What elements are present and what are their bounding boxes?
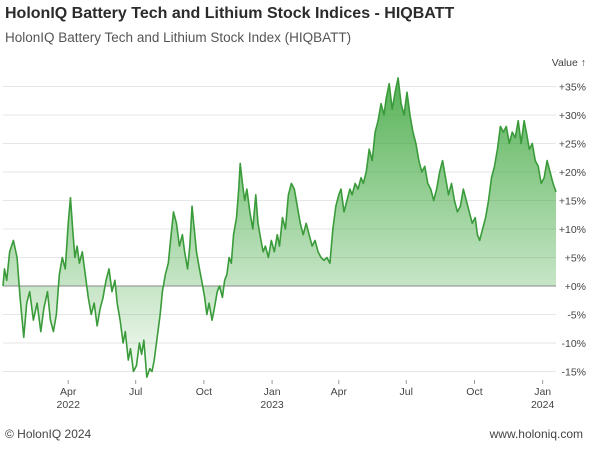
x-tick-year-label: 2024: [531, 399, 555, 411]
x-tick-year-label: 2023: [260, 399, 284, 411]
x-tick-label: Oct: [466, 386, 482, 398]
y-tick-label: +10%: [559, 224, 586, 236]
chart-title: HolonIQ Battery Tech and Lithium Stock I…: [5, 5, 455, 22]
series-line: [2, 77, 557, 379]
y-tick-label: -10%: [561, 338, 586, 350]
y-tick-label: -5%: [567, 310, 586, 322]
website-link[interactable]: www.holoniq.com: [489, 427, 583, 441]
x-tick-label: Jan: [264, 386, 281, 398]
y-tick-label: +15%: [559, 196, 586, 208]
y-tick-label: +5%: [565, 253, 586, 265]
y-tick-label: +30%: [559, 110, 586, 122]
series-area: [3, 77, 556, 378]
chart-subtitle: HolonIQ Battery Tech and Lithium Stock I…: [5, 30, 352, 45]
x-tick-year-label: 2022: [57, 399, 81, 411]
x-tick-label: Jan: [534, 386, 551, 398]
y-tick-label: -15%: [561, 367, 586, 379]
y-tick-label: +35%: [559, 82, 586, 94]
y-tick-label: +0%: [565, 281, 586, 293]
x-tick-label: Apr: [331, 386, 348, 398]
y-axis-label: Value ↑: [552, 57, 586, 69]
x-tick-label: Apr: [60, 386, 77, 398]
y-tick-label: +25%: [559, 139, 586, 151]
x-tick-label: Oct: [196, 386, 212, 398]
x-tick-label: Jul: [129, 386, 142, 398]
y-tick-label: +20%: [559, 167, 586, 179]
x-tick-label: Jul: [400, 386, 413, 398]
copyright-text: © HolonIQ 2024: [5, 427, 92, 441]
